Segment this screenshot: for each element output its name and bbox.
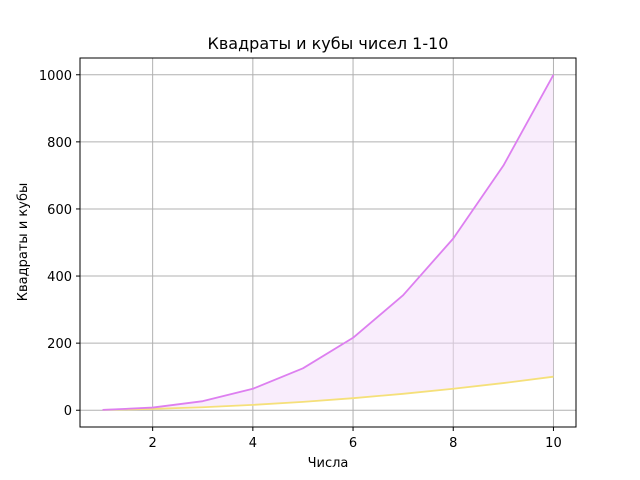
fill-layer <box>102 74 554 410</box>
plot-frame <box>79 57 577 428</box>
x-tick-label: 4 <box>249 436 257 451</box>
series-layer <box>102 74 555 411</box>
y-tick-label: 0 <box>64 404 72 419</box>
fill-between-area <box>102 74 554 410</box>
x-axis-label: Числа <box>308 456 349 471</box>
x-tick-label: 6 <box>349 436 357 451</box>
y-tick-label: 800 <box>47 136 72 151</box>
y-axis-label: Квадраты и кубы <box>16 183 31 301</box>
x-tick-label: 10 <box>545 436 562 451</box>
y-tick-label: 200 <box>47 337 72 352</box>
cubes-line <box>102 74 555 411</box>
x-tick-label: 2 <box>149 436 157 451</box>
y-tick-label: 600 <box>47 203 72 218</box>
x-tick-label: 8 <box>449 436 457 451</box>
chart-title: Квадраты и кубы чисел 1-10 <box>208 34 449 53</box>
squares-line <box>102 375 554 411</box>
y-tick-label: 1000 <box>39 69 72 84</box>
ticks: 2 4 6 8 10 0 200 400 600 800 1000 <box>39 69 562 451</box>
y-tick-label: 400 <box>47 270 72 285</box>
